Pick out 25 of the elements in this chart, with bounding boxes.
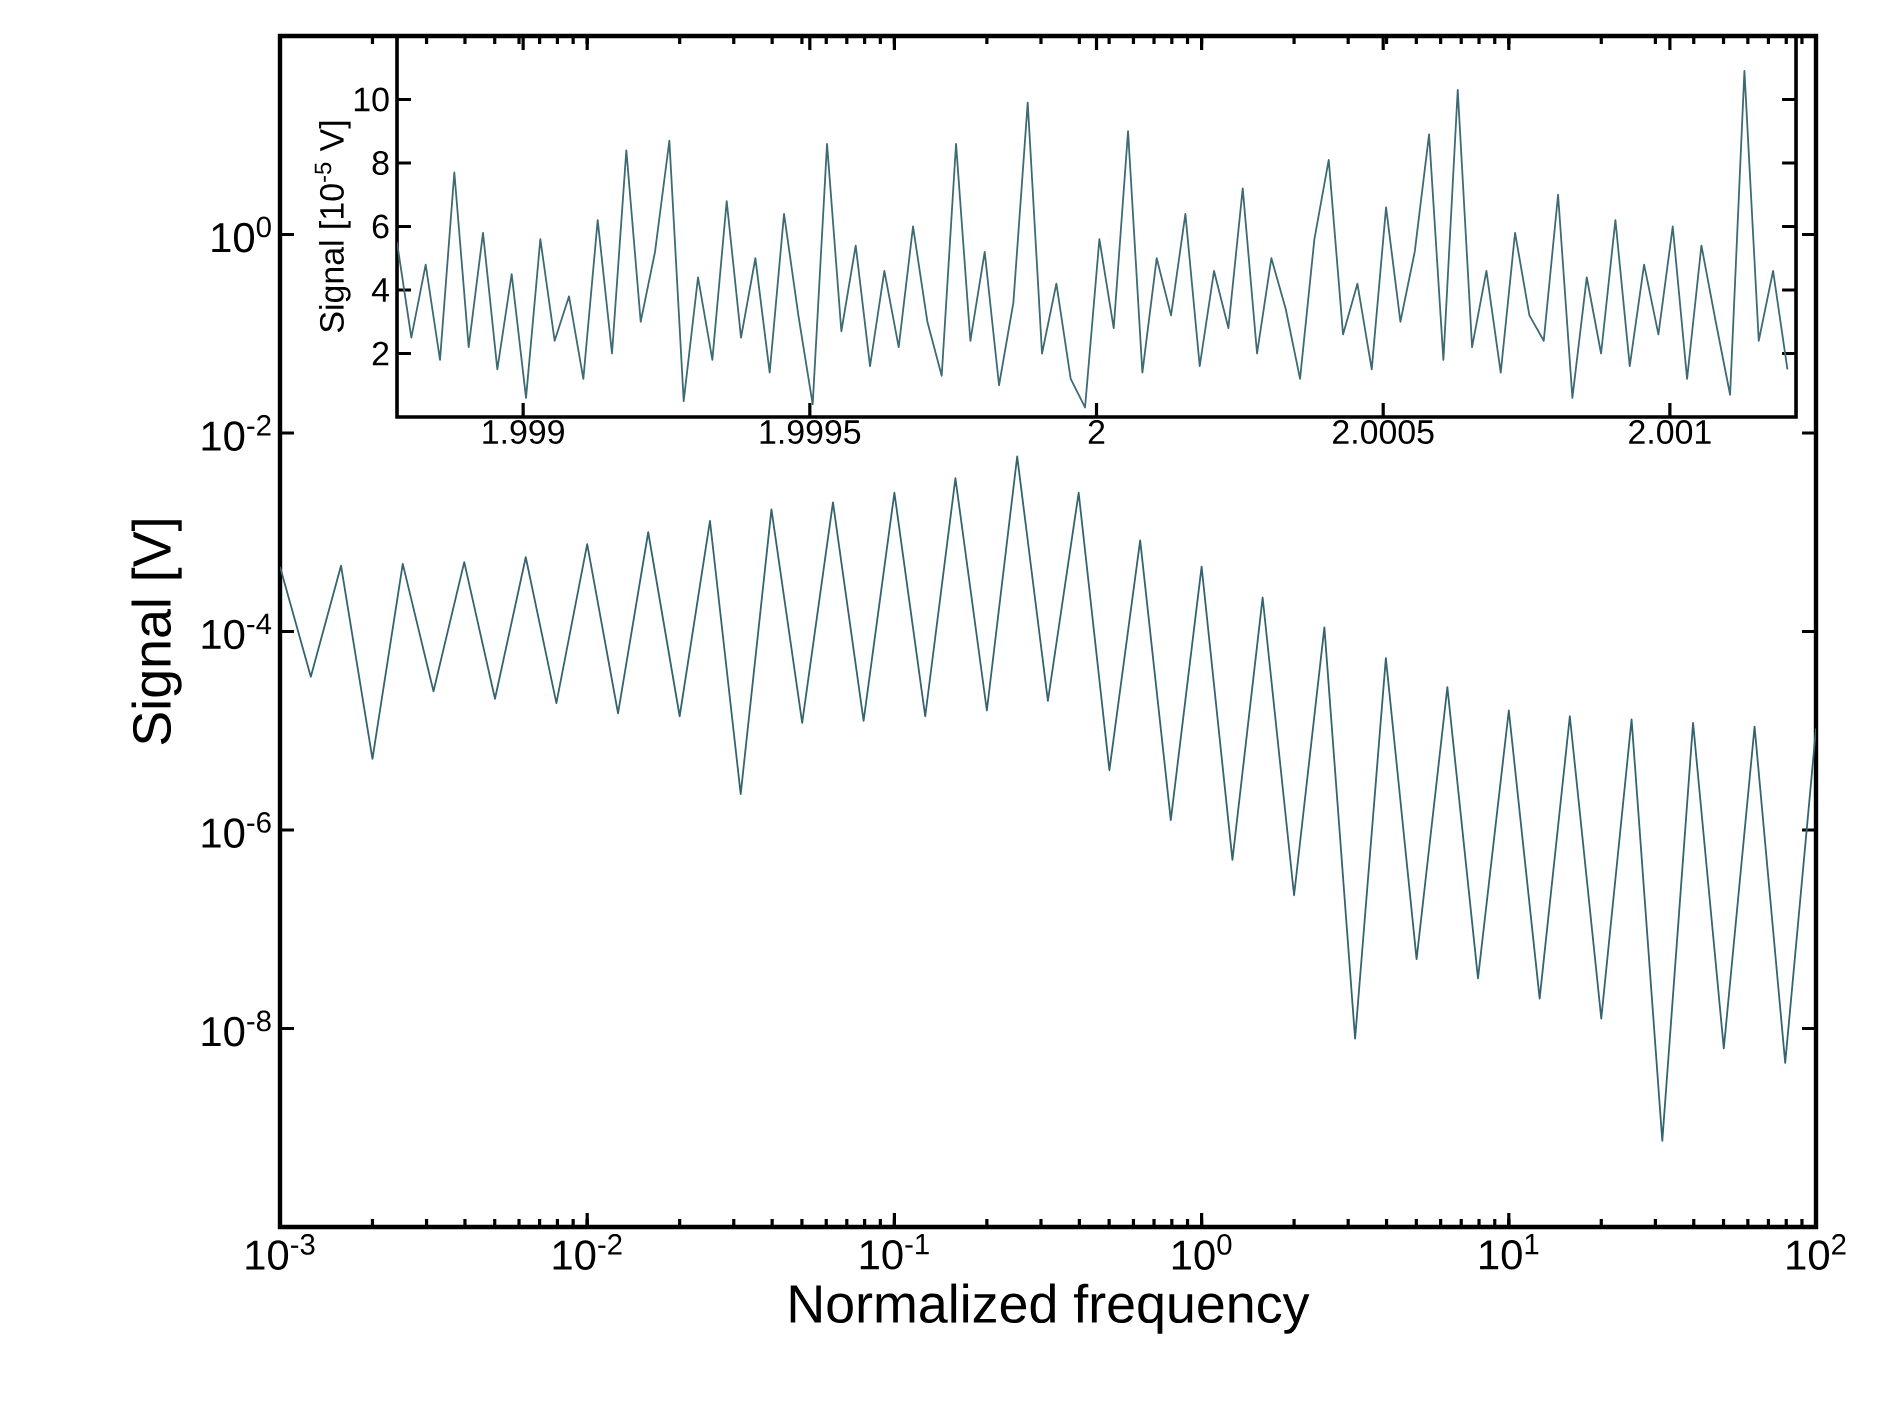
x-tick-label: 1.9995	[760, 420, 861, 445]
line-series	[397, 70, 1789, 409]
y-axis-title: Signal [10$^{-5}$ V]	[314, 121, 351, 333]
y-tick-label: 10$^{-6}$	[202, 812, 271, 848]
x-tick-label: 10$^{-3}$	[246, 1234, 315, 1270]
x-axis-title: Normalized frequency	[790, 1283, 1310, 1334]
y-axis-title: Signal [V]	[131, 520, 182, 745]
y-tick-label: 2	[372, 341, 389, 366]
y-tick-label: 10$^{-4}$	[202, 613, 272, 650]
y-tick-label: 8	[372, 150, 389, 175]
x-tick-label: 10$^{-1}$	[860, 1234, 929, 1270]
x-tick-label: 1.999	[483, 420, 564, 445]
y-tick-label: 10$^{0}$	[212, 216, 271, 253]
x-tick-label: 10$^{1}$	[1480, 1234, 1539, 1270]
y-tick-label: 4	[371, 278, 389, 302]
x-tick-label: 2.001	[1629, 420, 1711, 445]
line-series	[279, 455, 1817, 1142]
x-tick-label: 10$^{2}$	[1787, 1234, 1846, 1270]
x-tick-label: 10$^{-2}$	[553, 1234, 622, 1270]
x-tick-label: 2.0005	[1333, 420, 1434, 445]
x-tick-label: 10$^{0}$	[1172, 1234, 1232, 1270]
y-tick-label: 10$^{-8}$	[202, 1010, 271, 1047]
x-tick-label: 2	[1088, 420, 1105, 444]
y-tick-label: 6	[372, 214, 389, 239]
y-tick-label: 10	[354, 87, 389, 112]
